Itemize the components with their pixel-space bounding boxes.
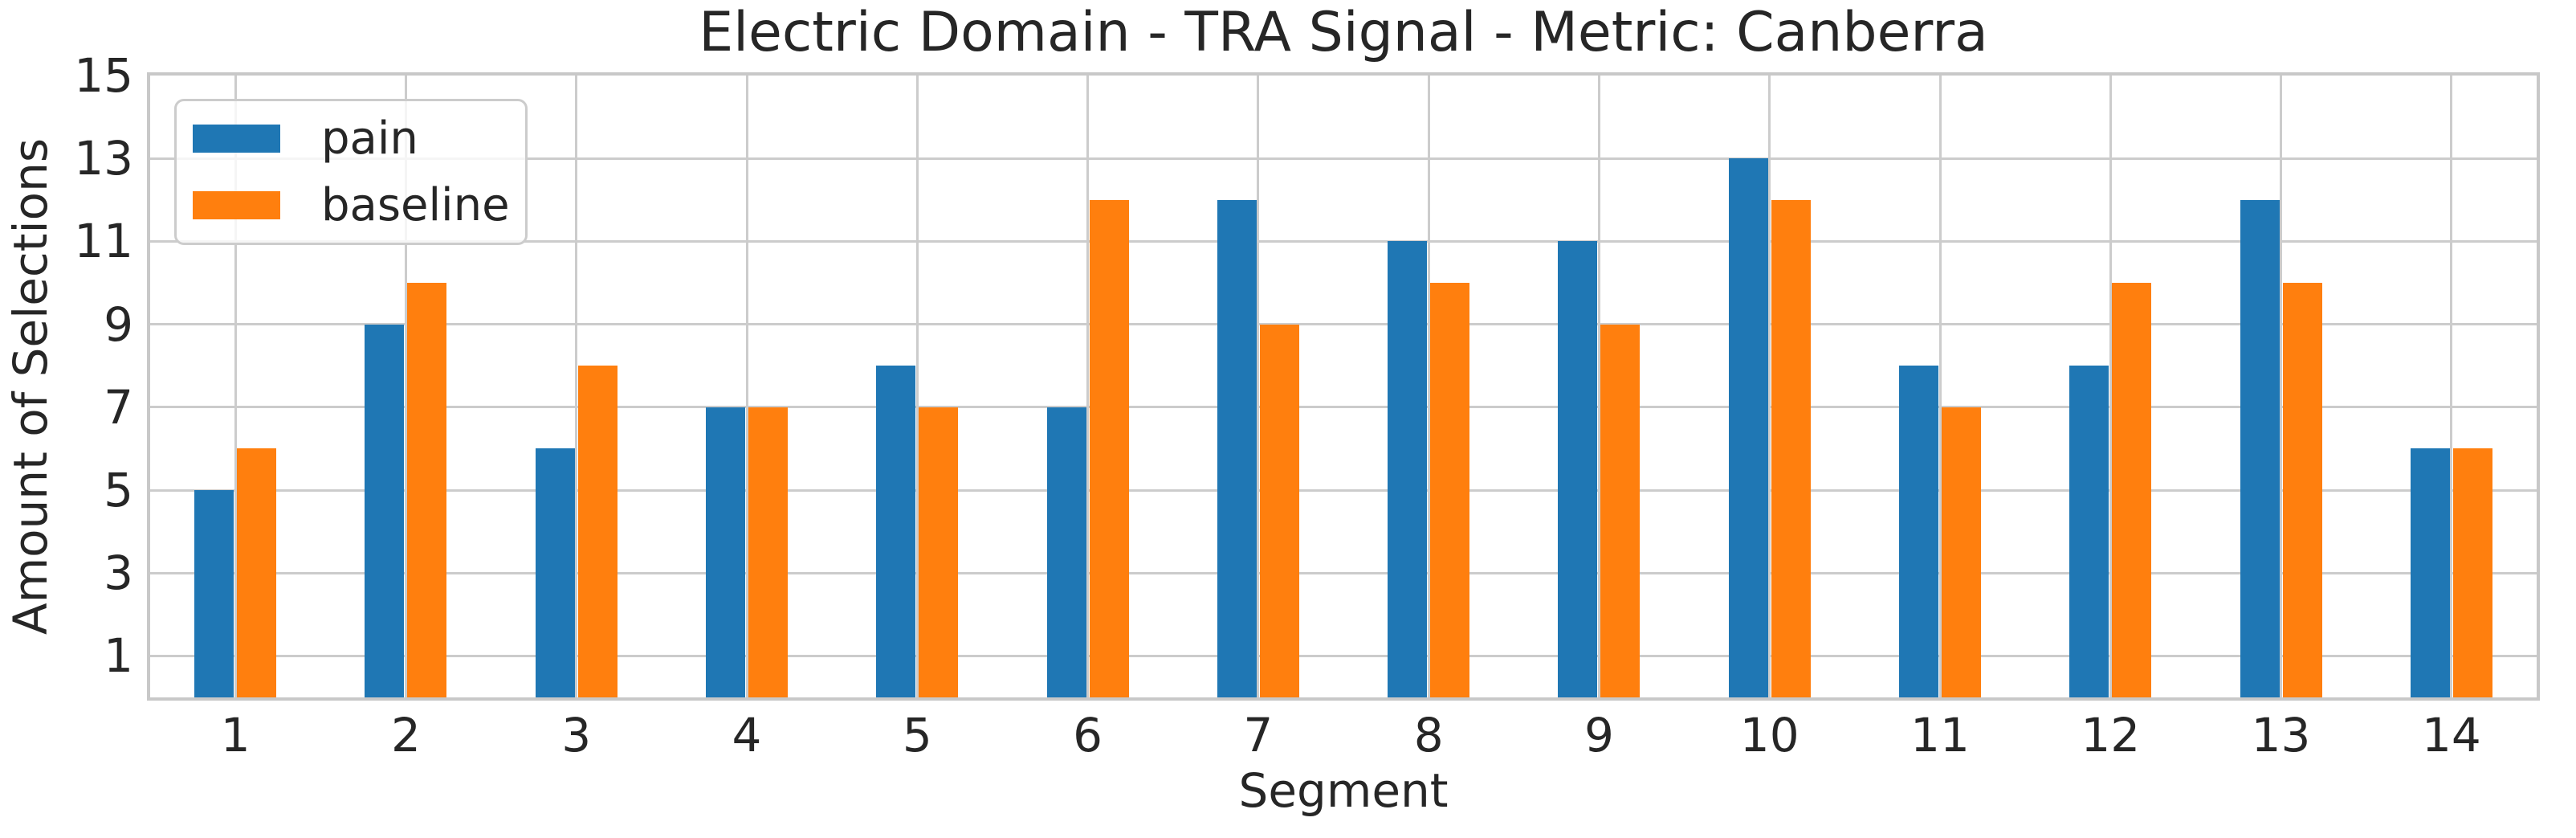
gridline-x-14 <box>2450 76 2453 697</box>
gridline-y-11 <box>150 239 2537 243</box>
bar-baseline-11 <box>1942 407 1981 697</box>
gridline-x-4 <box>745 76 748 697</box>
bar-baseline-1 <box>237 448 277 697</box>
gridline-y-13 <box>150 157 2537 160</box>
gridline-x-10 <box>1768 76 1771 697</box>
x-tick-label-4: 4 <box>732 708 762 762</box>
bar-baseline-7 <box>1259 324 1299 697</box>
x-tick-label-9: 9 <box>1584 708 1614 762</box>
bar-pain-1 <box>194 490 234 697</box>
bar-pain-6 <box>1046 407 1086 697</box>
plot-area <box>150 76 2537 697</box>
x-tick-label-12: 12 <box>2081 708 2141 762</box>
gridline-y-9 <box>150 323 2537 326</box>
axes-spine-box <box>147 72 2540 701</box>
gridline-x-13 <box>2280 76 2283 697</box>
legend-swatch-baseline <box>193 191 280 219</box>
bar-pain-14 <box>2410 448 2450 697</box>
y-tick-label-1: 1 <box>104 628 133 684</box>
bar-pain-7 <box>1217 199 1257 697</box>
x-tick-label-13: 13 <box>2251 708 2311 762</box>
gridline-y-5 <box>150 488 2537 492</box>
bar-baseline-3 <box>577 366 618 697</box>
y-tick-label-7: 7 <box>104 379 133 435</box>
legend-item-baseline: baseline <box>177 172 525 239</box>
bar-pain-12 <box>2069 366 2109 697</box>
bar-baseline-8 <box>1430 283 1470 697</box>
bar-baseline-12 <box>2112 283 2152 697</box>
bar-pain-5 <box>876 366 916 697</box>
x-axis-label: Segment <box>1238 763 1449 818</box>
gridline-x-6 <box>1086 76 1090 697</box>
bar-baseline-5 <box>919 407 959 697</box>
bar-baseline-14 <box>2452 448 2492 697</box>
bar-pain-9 <box>1558 241 1598 697</box>
y-tick-label-3: 3 <box>104 546 133 601</box>
bar-pain-11 <box>1899 366 1938 697</box>
gridline-x-8 <box>1427 76 1430 697</box>
x-tick-label-5: 5 <box>902 708 932 762</box>
y-tick-label-11: 11 <box>74 214 133 269</box>
x-tick-label-14: 14 <box>2421 708 2481 762</box>
legend-item-pain: pain <box>177 105 525 172</box>
gridline-x-2 <box>404 76 407 697</box>
bar-baseline-2 <box>407 283 447 697</box>
bar-pain-3 <box>535 448 575 697</box>
bar-baseline-6 <box>1089 199 1129 697</box>
bar-pain-8 <box>1388 241 1428 697</box>
gridline-x-3 <box>575 76 578 697</box>
chart-title: Electric Domain - TRA Signal - Metric: C… <box>699 1 1988 64</box>
bar-pain-10 <box>1728 158 1768 697</box>
gridline-x-11 <box>1938 76 1942 697</box>
x-tick-label-3: 3 <box>561 708 592 762</box>
x-tick-label-6: 6 <box>1073 708 1103 762</box>
y-tick-label-13: 13 <box>74 131 133 186</box>
bar-pain-2 <box>365 324 405 697</box>
legend-swatch-pain <box>193 125 280 153</box>
bar-baseline-9 <box>1600 324 1641 697</box>
x-tick-label-10: 10 <box>1739 708 1800 762</box>
gridline-y-7 <box>150 406 2537 409</box>
x-tick-label-7: 7 <box>1243 708 1274 762</box>
legend-label-baseline: baseline <box>321 179 510 231</box>
x-tick-label-8: 8 <box>1413 708 1444 762</box>
gridline-x-9 <box>1597 76 1600 697</box>
gridline-y-1 <box>150 654 2537 657</box>
bar-baseline-4 <box>748 407 788 697</box>
gridline-x-12 <box>2109 76 2112 697</box>
legend: pain baseline <box>174 99 528 245</box>
gridline-x-7 <box>1257 76 1260 697</box>
y-tick-label-15: 15 <box>74 48 133 103</box>
gridline-y-3 <box>150 571 2537 574</box>
bar-baseline-10 <box>1771 199 1811 697</box>
gridline-x-5 <box>915 76 919 697</box>
bar-pain-4 <box>706 407 745 697</box>
x-tick-label-1: 1 <box>220 708 251 762</box>
y-tick-label-5: 5 <box>104 463 133 517</box>
bar-pain-13 <box>2240 199 2280 697</box>
y-tick-label-9: 9 <box>104 296 133 352</box>
legend-label-pain: pain <box>321 112 418 165</box>
x-tick-label-11: 11 <box>1910 708 1970 762</box>
gridline-x-1 <box>234 76 237 697</box>
x-tick-label-2: 2 <box>390 708 421 762</box>
bar-baseline-13 <box>2282 283 2322 697</box>
